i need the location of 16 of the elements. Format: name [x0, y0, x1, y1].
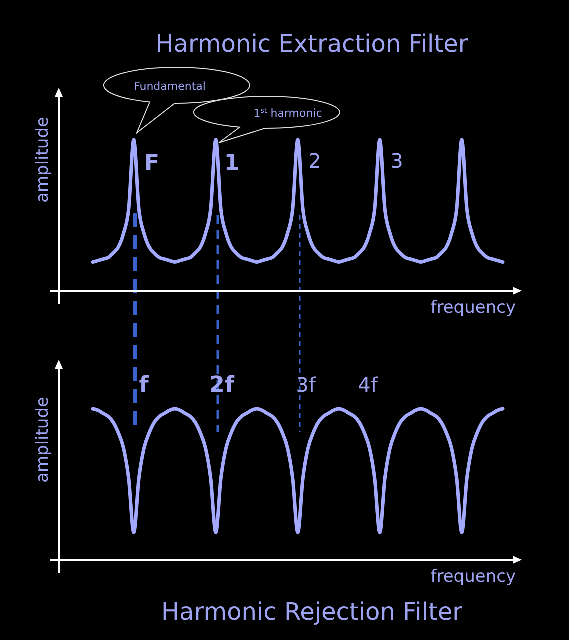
text: 4f [358, 373, 379, 397]
annotation: 3 [390, 149, 404, 173]
annotation: F [144, 151, 160, 176]
x-axis-title: frequency [430, 567, 516, 587]
text: Harmonic Rejection Filter [162, 598, 463, 626]
y-axis-title: amplitude [33, 117, 53, 203]
text: Fundamental [134, 80, 206, 93]
text: 2f [210, 373, 235, 398]
x-axis-title: frequency [430, 298, 516, 318]
y-axis-title: amplitude [33, 397, 53, 483]
chart-title: Harmonic Extraction Filter [156, 30, 468, 58]
text: 1$^{st}$ harmonic [254, 106, 322, 120]
annotation: 2 [308, 149, 322, 173]
annotation: 1 [224, 151, 240, 176]
text: f [139, 373, 150, 398]
text: 3f [296, 373, 317, 397]
